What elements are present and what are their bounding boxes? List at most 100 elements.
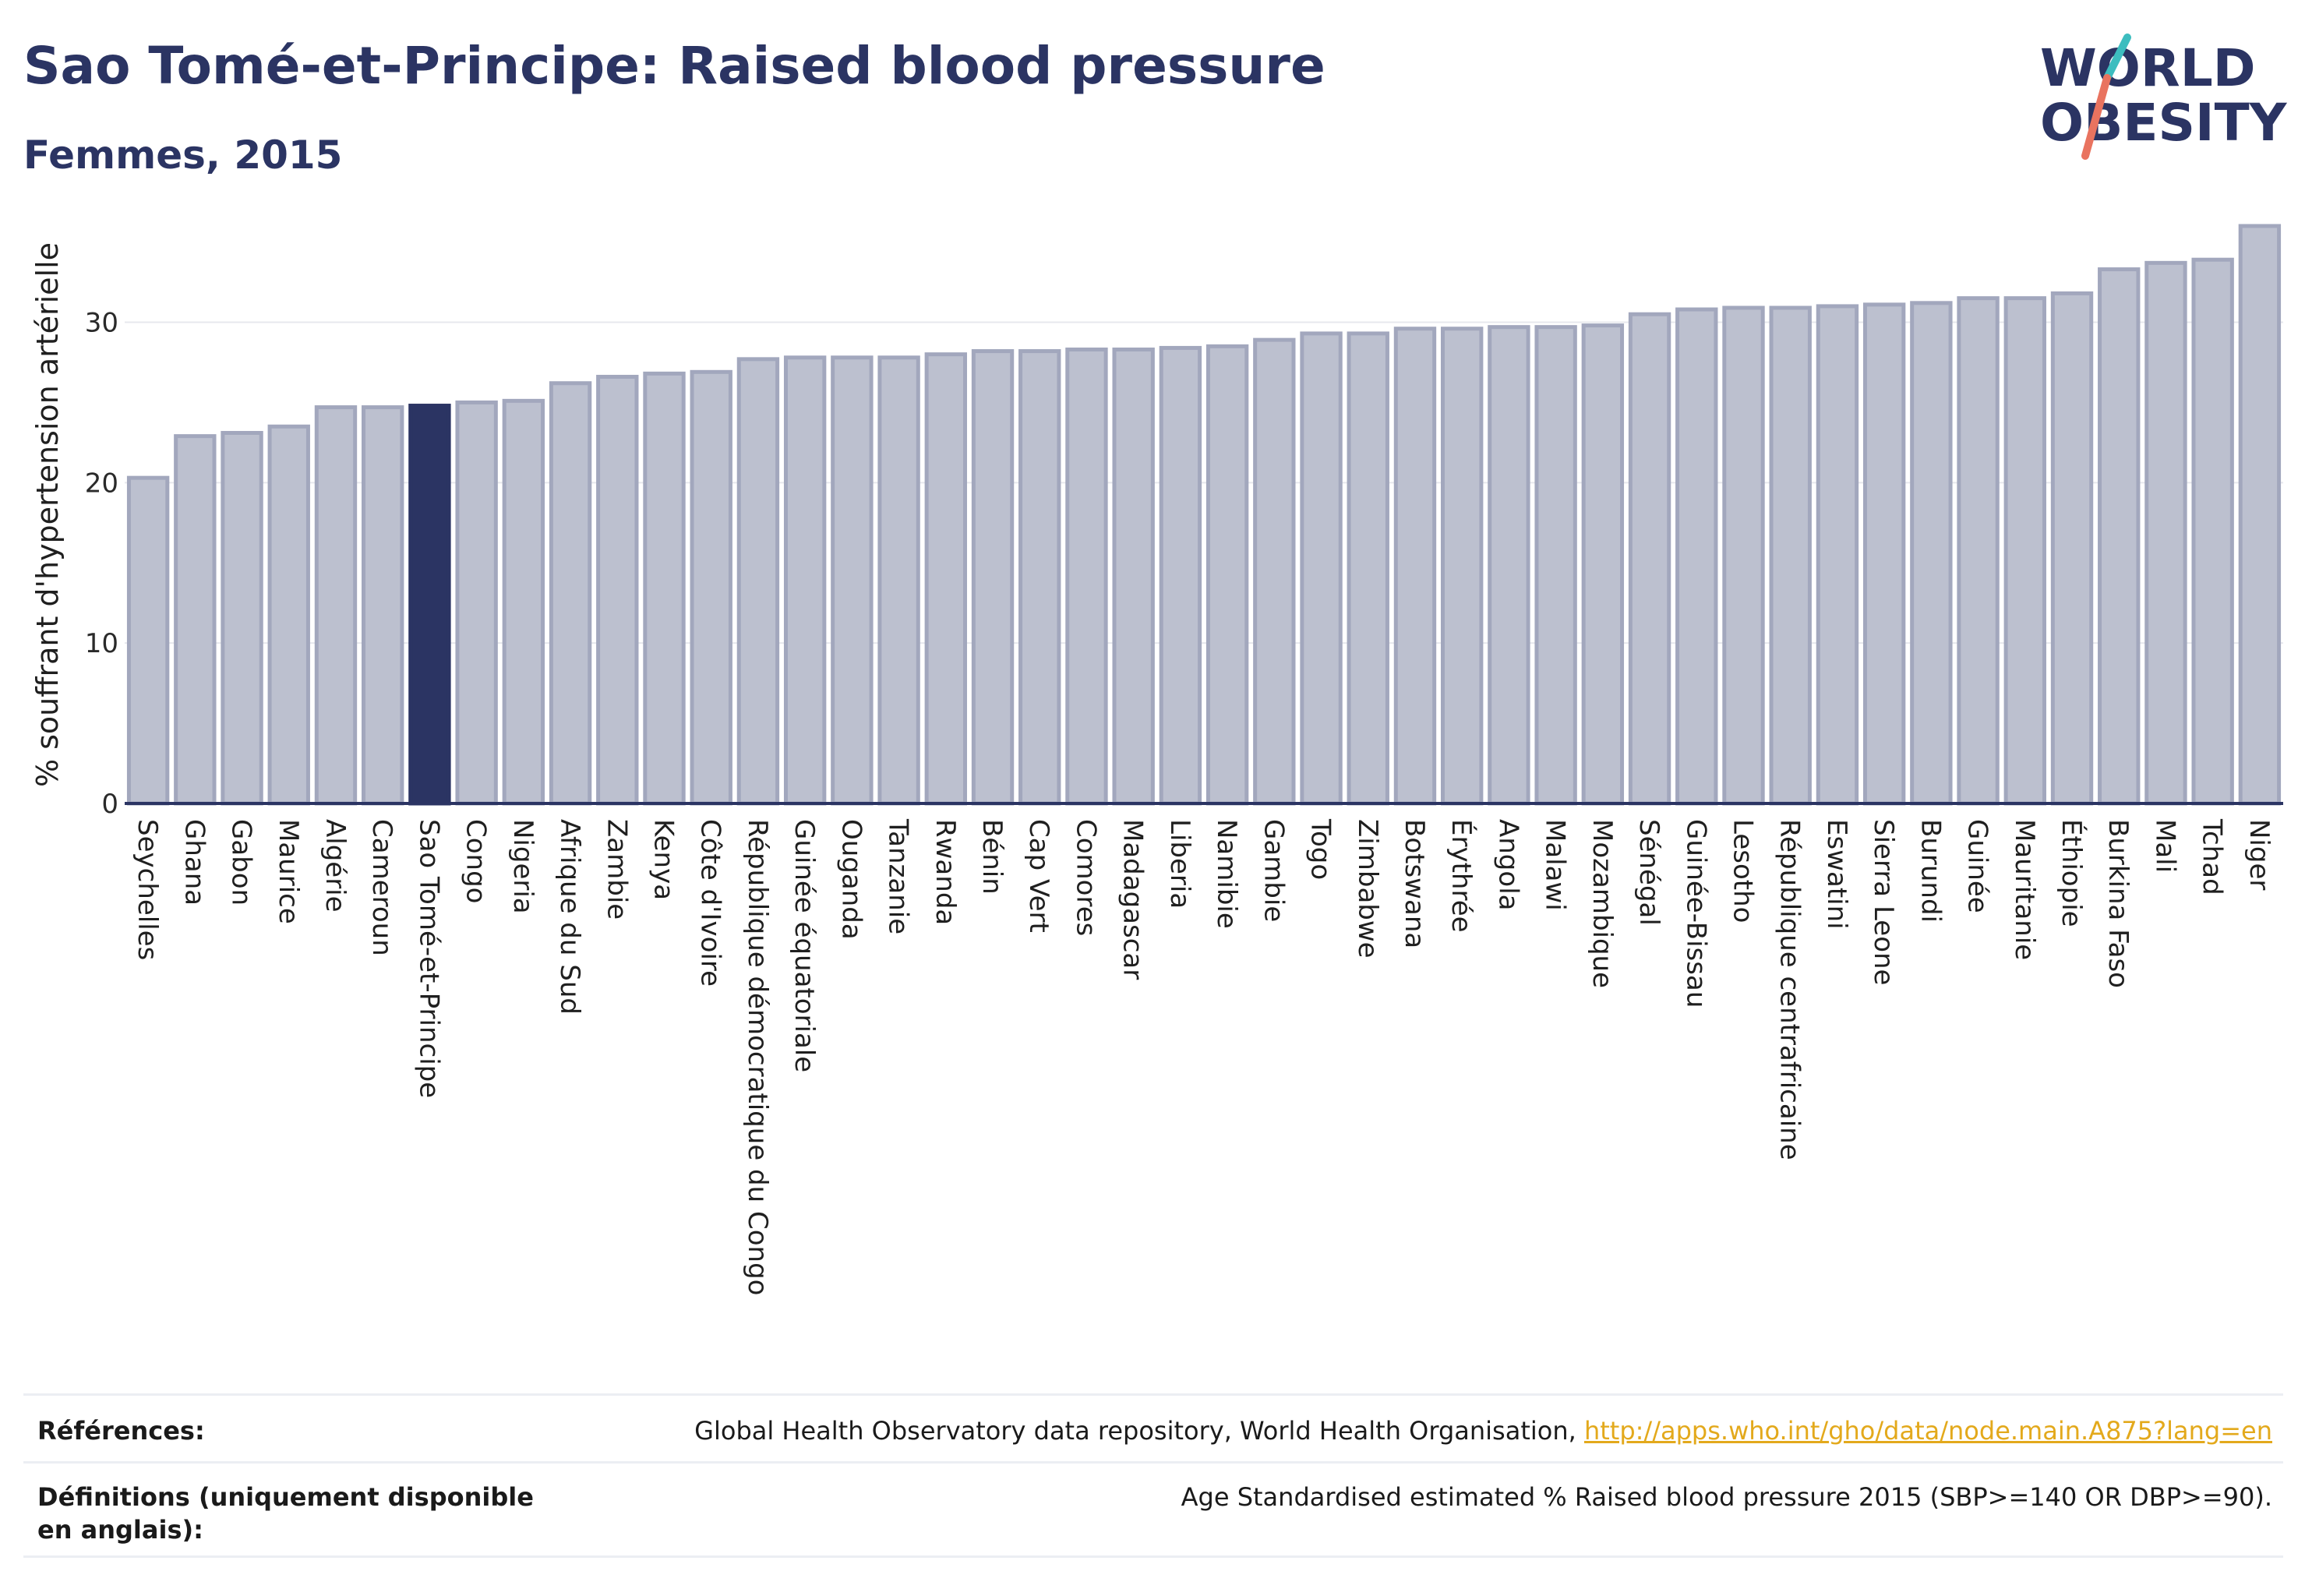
y-axis-label: % souffrant d'hypertension artérielle (30, 242, 65, 787)
x-tick-label: Ghana (178, 819, 210, 906)
bar (1018, 349, 1061, 806)
bar (1205, 344, 1249, 806)
x-tick-label: Bénin (976, 819, 1008, 895)
bar (1675, 307, 1718, 806)
x-tick-label: Zambie (601, 819, 632, 920)
x-tick-label: Sierra Leone (1868, 819, 1899, 985)
x-tick-label: Nigeria (507, 819, 538, 914)
bar (2050, 291, 2094, 806)
logo-slash-coral (2081, 74, 2111, 160)
bar (924, 352, 967, 806)
x-tick-label: Cap Vert (1023, 819, 1054, 933)
x-tick-label: Sénégal (1633, 819, 1664, 926)
bar (1112, 347, 1155, 806)
x-tick-label: Seychelles (132, 819, 163, 960)
y-tick-label: 30 (85, 308, 118, 339)
bar (877, 355, 920, 806)
x-tick-label: République centrafricaine (1774, 819, 1806, 1160)
x-tick-label: Afrique du Sud (554, 819, 585, 1015)
bar (690, 369, 732, 806)
bar (1159, 345, 1202, 806)
x-tick-label: Togo (1305, 818, 1336, 880)
x-tick-label: Tchad (2197, 818, 2228, 895)
y-tick-label: 0 (101, 789, 118, 820)
bar (314, 405, 358, 806)
x-tick-label: Burundi (1915, 819, 1946, 923)
bar (1300, 331, 1343, 806)
x-tick-label: Cameroun (366, 819, 397, 956)
bar (1769, 305, 1812, 806)
y-tick-label: 10 (85, 628, 118, 659)
x-tick-label: Gambie (1258, 819, 1289, 922)
x-tick-label: Malawi (1540, 819, 1571, 911)
x-tick-label: Algérie (319, 819, 351, 913)
references-text: Global Health Observatory data repositor… (694, 1416, 1584, 1446)
references-table: Références: Global Health Observatory da… (23, 1393, 2283, 1558)
references-row: Références: Global Health Observatory da… (23, 1393, 2283, 1461)
x-tick-label: Botswana (1399, 819, 1430, 948)
bar (643, 371, 686, 806)
world-obesity-logo: WORLD OBESITY (2040, 34, 2288, 160)
bar (502, 398, 545, 806)
x-tick-label: Comores (1070, 819, 1101, 936)
bar (455, 400, 498, 806)
x-tick-label: Rwanda (930, 819, 961, 925)
x-tick-label: Tanzanie (883, 818, 914, 934)
bar (1722, 305, 1765, 806)
definitions-row: Définitions (uniquement disponible en an… (23, 1461, 2283, 1558)
x-tick-label: Kenya (648, 819, 679, 900)
x-tick-label: Gabon (226, 819, 257, 906)
bar-chart: 0 10 20 30 % souffrant d'hypertension artéri… (30, 224, 2283, 1295)
bar (1393, 327, 1437, 806)
x-tick-label: Zimbabwe (1352, 819, 1383, 959)
x-tick-label: Érythrée (1445, 819, 1477, 933)
bar (1488, 325, 1530, 806)
x-tick-label: Mali (2149, 819, 2180, 873)
x-tick-label: Guinée équatoriale (789, 819, 820, 1072)
x-tick-label: Congo (461, 819, 492, 903)
bar (736, 357, 780, 806)
x-tick-label: Maurice (273, 819, 304, 924)
x-tick-label: Sao Tomé-et-Principe (413, 819, 444, 1098)
bar (1957, 296, 2000, 806)
x-tick-label: Guinée (1962, 819, 1993, 913)
bar (1253, 337, 1296, 806)
definitions-label: Définitions (uniquement disponible en an… (37, 1482, 534, 1545)
bar (783, 355, 827, 806)
bar (1628, 312, 1671, 806)
bar (1347, 331, 1389, 806)
references-link[interactable]: http://apps.who.int/gho/data/node.main.A… (1583, 1416, 2272, 1446)
bar (1534, 325, 1577, 806)
bar (1910, 301, 1953, 806)
logo-word-world: WORLD (2040, 38, 2256, 98)
x-tick-label: Liberia (1164, 819, 1195, 909)
bar (408, 404, 451, 806)
y-tick-label: 20 (85, 468, 118, 499)
chart-subtitle: Femmes, 2015 (23, 132, 343, 178)
bar (221, 431, 263, 806)
bar (549, 381, 592, 806)
references-label: Références: (37, 1416, 205, 1446)
bar (2144, 260, 2187, 806)
x-tick-label: Lesotho (1728, 819, 1759, 923)
bar (1581, 323, 1625, 806)
bar (2238, 224, 2282, 806)
bar (1065, 347, 1108, 806)
x-tick-label: Madagascar (1117, 819, 1149, 980)
definitions-value: Age Standardised estimated % Raised bloo… (1181, 1482, 2272, 1512)
bar (1441, 327, 1484, 806)
bar (174, 434, 217, 806)
x-tick-label: Mauritanie (2009, 819, 2040, 960)
logo-slash-teal (2103, 34, 2131, 82)
bar (1862, 302, 1906, 806)
chart-title: Sao Tomé-et-Principe: Raised blood press… (23, 36, 1325, 96)
x-tick-label: Côte d'Ivoire (695, 819, 726, 987)
x-tick-label: Ouganda (835, 819, 867, 940)
bar (2003, 296, 2046, 806)
bar (596, 374, 639, 806)
bar (362, 405, 404, 806)
x-tick-label: Éthiopie (2056, 819, 2088, 927)
x-tick-label: Mozambique (1587, 819, 1618, 988)
bar (126, 475, 170, 806)
bar (1816, 304, 1859, 806)
